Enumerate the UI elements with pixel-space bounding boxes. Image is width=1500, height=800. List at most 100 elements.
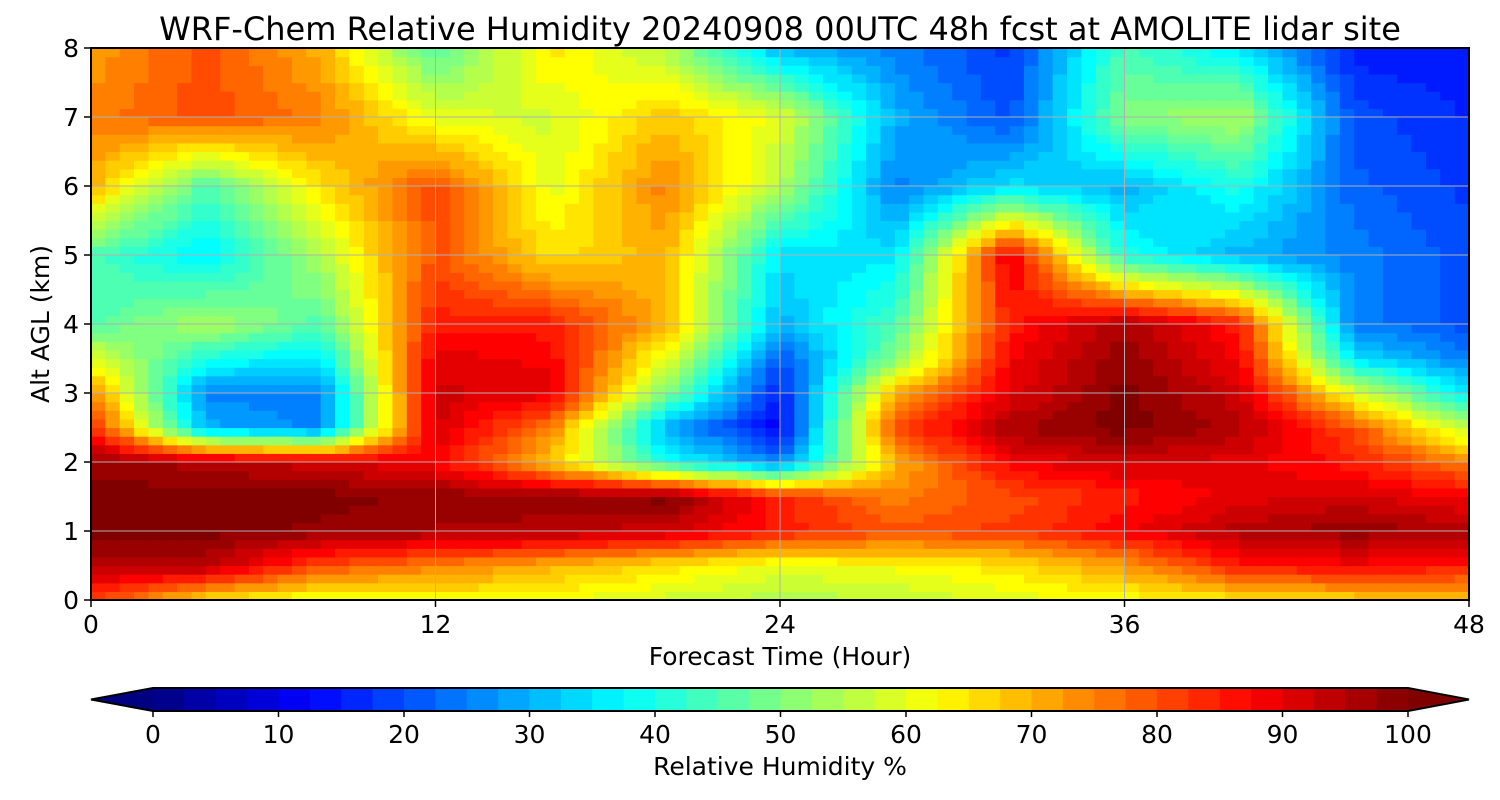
heatmap-cell [851,358,867,368]
heatmap-cell [392,108,408,118]
heatmap-cell [177,186,193,196]
heatmap-cell [191,289,207,299]
heatmap-cell [335,125,350,135]
heatmap-cell [105,556,121,567]
heatmap-cell [1110,315,1126,325]
heatmap-cell [449,332,465,342]
heatmap-cell [306,315,322,325]
heatmap-cell [1095,349,1111,360]
heatmap-cell [607,246,623,256]
heatmap-cell [564,186,580,196]
heatmap-cell [593,56,609,66]
heatmap-cell [220,565,236,575]
heatmap-cell [1181,470,1197,480]
heatmap-cell [335,168,350,178]
heatmap-cell [1009,160,1025,170]
heatmap-cell [708,444,724,454]
heatmap-cell [593,246,609,256]
heatmap-cell [535,65,551,75]
heatmap-cell [880,108,896,118]
heatmap-cell [837,574,853,584]
heatmap-cell [177,410,193,420]
heatmap-cell [91,367,106,377]
heatmap-cell [220,410,236,420]
heatmap-cell [564,82,580,92]
heatmap-cell [234,203,250,213]
heatmap-cell [866,556,882,567]
heatmap-cell [708,341,724,351]
heatmap-cell [277,272,293,282]
heatmap-cell [980,367,996,377]
heatmap-cell [980,125,996,135]
heatmap-cell [751,246,767,256]
heatmap-cell [765,341,781,351]
heatmap-cell [636,168,652,178]
heatmap-cell [263,56,279,66]
heatmap-cell [650,332,666,342]
heatmap-cell [1009,436,1025,446]
heatmap-cell [392,255,408,265]
heatmap-cell [593,272,609,282]
heatmap-cell [177,418,193,429]
heatmap-cell [306,574,322,584]
heatmap-cell [952,151,968,161]
heatmap-cell [421,246,437,256]
heatmap-cell [564,513,580,523]
heatmap-cell [1110,410,1126,420]
heatmap-cell [736,418,752,429]
heatmap-cell [808,453,824,463]
heatmap-cell [1067,108,1083,118]
heatmap-cell [191,418,207,429]
heatmap-cell [1124,168,1140,178]
heatmap-cell [291,487,307,498]
heatmap-cell [851,462,867,472]
heatmap-cell [507,470,523,480]
heatmap-cell [966,496,982,506]
heatmap-cell [923,151,939,161]
heatmap-cell [1052,82,1068,92]
heatmap-cell [349,194,365,204]
heatmap-cell [823,272,839,282]
heatmap-cell [1024,358,1039,368]
heatmap-cell [1067,73,1083,84]
heatmap-cell [478,65,494,75]
heatmap-cell [837,324,853,334]
heatmap-cell [105,582,121,592]
heatmap-cell [1081,289,1097,299]
heatmap-cell [1210,574,1226,584]
heatmap-cell [1110,462,1126,472]
heatmap-cell [119,237,135,247]
heatmap-cell [952,358,968,368]
heatmap-cell [392,48,408,58]
heatmap-cell [794,289,810,299]
heatmap-cell [162,479,178,489]
heatmap-cell [464,91,480,101]
heatmap-cell [378,220,394,230]
heatmap-cell [521,496,537,506]
heatmap-cell [162,306,178,316]
heatmap-cell [378,522,394,532]
heatmap-cell [162,298,178,308]
heatmap-cell [708,56,724,66]
heatmap-cell [894,548,910,558]
heatmap-cell [894,522,910,532]
heatmap-cell [736,324,752,334]
heatmap-cell [736,315,752,325]
heatmap-cell [851,168,867,178]
heatmap-cell [378,73,394,84]
heatmap-cell [521,410,537,420]
heatmap-cell [521,142,537,153]
heatmap-cell [937,56,953,66]
heatmap-cell [1024,479,1039,489]
heatmap-cell [937,246,953,256]
heatmap-cell [679,306,695,316]
heatmap-cell [937,531,953,541]
heatmap-cell [909,134,925,144]
heatmap-cell [1196,134,1212,144]
heatmap-cell [1009,487,1025,498]
heatmap-cell [392,289,408,299]
heatmap-cell [464,73,480,84]
heatmap-cell [134,186,150,196]
heatmap-cell [521,160,537,170]
heatmap-cell [966,574,982,584]
